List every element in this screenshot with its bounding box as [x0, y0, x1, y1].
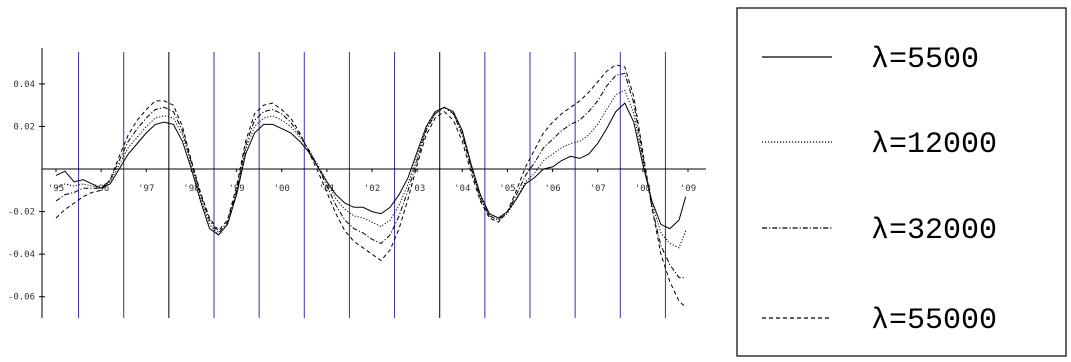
- x-tick-label: '98: [183, 184, 199, 194]
- y-tick-label: -0.04: [8, 250, 35, 260]
- x-tick-label: '07: [590, 184, 606, 194]
- x-tick-label: '95: [48, 184, 64, 194]
- x-tick-label: '05: [499, 184, 515, 194]
- y-tick-label: -0.02: [8, 208, 35, 218]
- x-tick-label: '96: [93, 184, 109, 194]
- axes: [41, 48, 706, 318]
- series-line-3: [55, 64, 687, 308]
- series-lines: [55, 64, 687, 308]
- vertical-guide-lines: [78, 52, 666, 318]
- legend-label: λ=12000: [871, 128, 997, 162]
- x-tick-label: '03: [409, 184, 425, 194]
- x-tick-label: '00: [274, 184, 290, 194]
- x-tick-label: '04: [454, 184, 470, 194]
- legend-label: λ=55000: [871, 304, 997, 338]
- x-tick-label: '02: [364, 184, 380, 194]
- series-line-0: [55, 102, 687, 236]
- x-tick-label: '06: [544, 184, 560, 194]
- x-ticks: '95 '96 '97 '98 '99 '00 '01 '02 '03 '04 '05 '06 '07 '…: [48, 169, 696, 194]
- legend: λ=5500 λ=12000 λ=32000 λ=55000: [736, 7, 1067, 357]
- y-tick-label: 0.02: [13, 122, 35, 132]
- y-tick-label: -0.06: [8, 293, 35, 303]
- series-line-1: [55, 89, 687, 249]
- series-line-2: [55, 72, 686, 279]
- legend-label: λ=32000: [871, 214, 997, 248]
- x-tick-label: '97: [138, 184, 154, 194]
- y-ticks: -0.06 -0.04 -0.02 0.02 0.04: [8, 80, 45, 303]
- legend-label: λ=5500: [871, 43, 979, 77]
- legend-box: [736, 7, 1067, 357]
- x-tick-label: '09: [680, 184, 696, 194]
- x-tick-label: '08: [635, 184, 651, 194]
- y-tick-label: 0.04: [13, 80, 35, 90]
- x-tick-label: '01: [319, 184, 335, 194]
- x-tick-label: '99: [228, 184, 244, 194]
